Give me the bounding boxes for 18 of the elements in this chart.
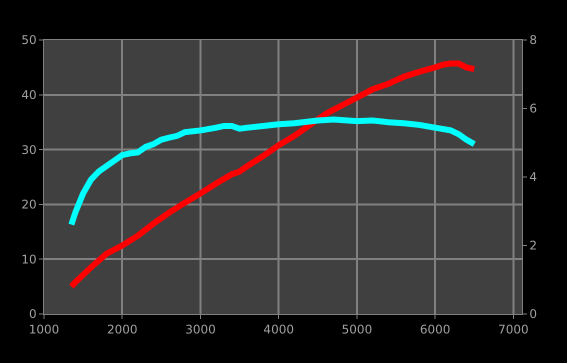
y-tick-label: 0 (28, 307, 37, 322)
y2-tick-label: 6 (529, 102, 538, 116)
x-tick-label: 5000 (342, 322, 372, 336)
y2-tick-label: 8 (529, 33, 538, 48)
y2-tick-label: 2 (529, 238, 538, 253)
x-tick-label: 6000 (420, 322, 450, 336)
x-tick-label: 1000 (28, 322, 60, 336)
x-tick-label: 4000 (263, 322, 294, 336)
y-tick-label: 40 (21, 88, 37, 102)
y-tick-label: 50 (21, 33, 37, 48)
y2-tick-label: 0 (529, 307, 538, 322)
y-tick-label: 20 (21, 198, 37, 212)
y-tick-label: 10 (21, 252, 37, 266)
x-tick-label: 7000 (498, 322, 529, 336)
y2-tick-label: 4 (529, 170, 538, 184)
x-tick-label: 2000 (106, 322, 138, 336)
x-tick-label: 3000 (185, 322, 216, 336)
y-tick-label: 30 (21, 142, 37, 157)
